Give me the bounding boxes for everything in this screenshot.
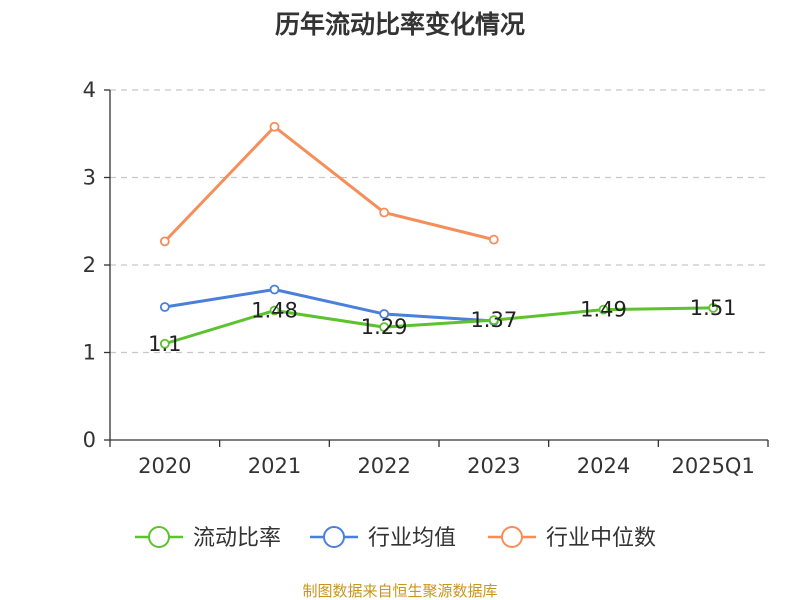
data-point bbox=[379, 207, 390, 218]
data-point bbox=[269, 121, 280, 132]
legend: 流动比率 行业均值 行业中位数 bbox=[135, 526, 656, 551]
data-point bbox=[708, 302, 719, 313]
data-label: 1.37 bbox=[470, 308, 517, 332]
x-tick-label: 2024 bbox=[577, 454, 630, 478]
data-label: 1.49 bbox=[580, 298, 627, 322]
x-tick-label: 2023 bbox=[467, 454, 520, 478]
data-point bbox=[598, 304, 609, 315]
data-point bbox=[159, 236, 170, 247]
x-tick-label: 2020 bbox=[138, 454, 191, 478]
y-tick-label: 2 bbox=[83, 253, 96, 277]
data-point bbox=[269, 305, 280, 316]
data-point bbox=[379, 322, 390, 333]
source-note: 制图数据来自恒生聚源数据库 bbox=[302, 582, 497, 600]
data-point bbox=[488, 315, 499, 326]
series-line bbox=[163, 125, 496, 243]
chart-title: 历年流动比率变化情况 bbox=[275, 10, 525, 39]
legend-label: 流动比率 bbox=[193, 526, 281, 551]
x-tick-label: 2025Q1 bbox=[671, 454, 754, 478]
data-point bbox=[269, 284, 280, 295]
x-tick-label: 2021 bbox=[248, 454, 301, 478]
data-point bbox=[159, 302, 170, 312]
x-tick-label: 2022 bbox=[357, 454, 410, 478]
series-line bbox=[163, 288, 496, 323]
y-tick-label: 0 bbox=[83, 428, 96, 452]
y-tick-label: 4 bbox=[83, 78, 96, 102]
legend-marker bbox=[323, 526, 345, 548]
series-lines bbox=[159, 121, 719, 349]
data-labels: 1.1 1.48 1.29 1.37 1.49 1.51 bbox=[148, 296, 736, 356]
axes: 0 1 2 3 4 2020 2021 2022 2023 2024 2025Q1 bbox=[83, 78, 769, 478]
legend-marker bbox=[501, 526, 523, 548]
legend-marker bbox=[148, 526, 170, 548]
data-label: 1.48 bbox=[251, 299, 298, 323]
data-point bbox=[379, 309, 390, 319]
data-point bbox=[159, 338, 170, 349]
legend-label: 行业均值 bbox=[368, 526, 456, 551]
grid-lines bbox=[110, 89, 768, 354]
y-tick-label: 3 bbox=[83, 166, 96, 190]
data-point bbox=[488, 234, 499, 245]
series-line bbox=[163, 306, 715, 346]
data-label: 1.29 bbox=[361, 315, 408, 339]
data-label: 1.51 bbox=[690, 296, 737, 320]
y-tick-label: 1 bbox=[83, 341, 96, 365]
legend-label: 行业中位数 bbox=[546, 526, 656, 551]
data-label: 1.1 bbox=[148, 332, 181, 356]
